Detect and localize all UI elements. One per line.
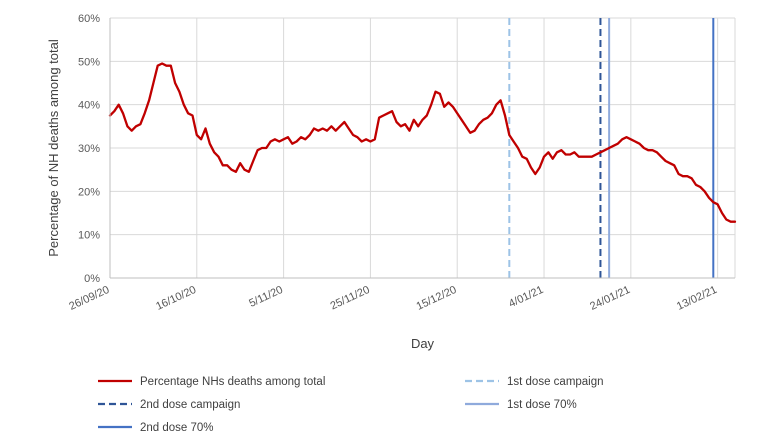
x-tick-label: 26/09/20: [67, 284, 111, 313]
y-tick-label: 30%: [78, 143, 100, 155]
y-tick-label: 0%: [84, 273, 100, 285]
x-tick-labels: 26/09/20 16/10/20 5/11/20 25/11/20 15/12/20 4…: [67, 284, 719, 313]
legend-label: 2nd dose 70%: [140, 422, 214, 434]
y-tick-label: 40%: [78, 100, 100, 112]
y-tick-label: 20%: [78, 186, 100, 198]
axes: [109, 18, 735, 279]
y-tick-label: 60%: [78, 13, 100, 25]
x-tick-label: 15/12/20: [415, 284, 459, 313]
legend-label: 1st dose 70%: [507, 399, 577, 411]
legend-label: 1st dose campaign: [507, 376, 604, 388]
legend-label: 2nd dose campaign: [140, 399, 240, 411]
x-tick-label: 16/10/20: [154, 284, 198, 313]
legend: Percentage NHs deaths among total 1st dos…: [98, 376, 604, 434]
y-tick-labels: 0% 10% 20% 30% 40% 50% 60%: [78, 13, 100, 285]
legend-label: Percentage NHs deaths among total: [140, 376, 325, 388]
y-tick-label: 10%: [78, 230, 100, 242]
x-axis-title: Day: [411, 336, 435, 351]
x-tick-label: 4/01/21: [507, 284, 545, 310]
y-axis-title: Percentage of NH deaths among total: [46, 39, 61, 257]
series-group: [108, 62, 737, 223]
x-tick-label: 25/11/20: [329, 284, 372, 313]
gridlines: [109, 17, 736, 278]
x-tick-label: 5/11/20: [247, 284, 285, 310]
series-line: [108, 62, 737, 223]
x-tick-label: 13/02/21: [675, 284, 719, 313]
x-tick-label: 24/01/21: [588, 284, 632, 313]
y-tick-label: 50%: [78, 56, 100, 68]
